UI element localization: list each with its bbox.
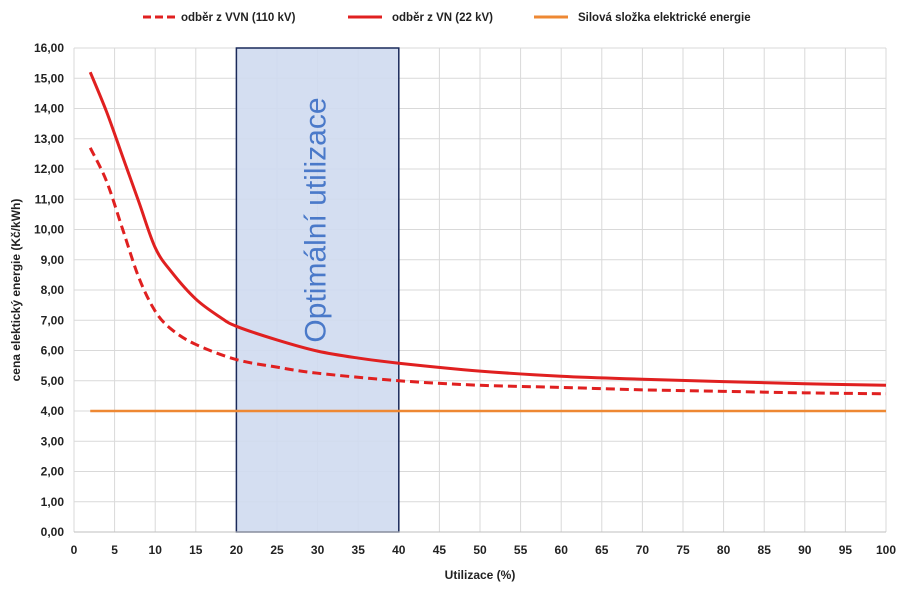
y-axis-title: cena elektický energie (Kč/kWh) xyxy=(9,199,23,382)
x-tick-label: 60 xyxy=(555,543,569,557)
series-line-0 xyxy=(88,147,887,396)
x-tick-label: 55 xyxy=(514,543,528,557)
series-line-1 xyxy=(88,71,887,387)
x-tick-label: 40 xyxy=(392,543,406,557)
y-tick-label: 10,00 xyxy=(34,223,64,237)
x-tick-label: 35 xyxy=(352,543,366,557)
legend-label: odběr z VN (22 kV) xyxy=(392,12,493,24)
y-tick-label: 9,00 xyxy=(41,253,65,267)
x-tick-label: 30 xyxy=(311,543,325,557)
legend-label: Silová složka elektrické energie xyxy=(578,12,751,24)
grid xyxy=(73,47,887,533)
x-tick-label: 45 xyxy=(433,543,447,557)
y-tick-label: 0,00 xyxy=(41,525,65,539)
x-tick-label: 5 xyxy=(111,543,118,557)
y-tick-label: 12,00 xyxy=(34,162,64,176)
y-tick-label: 15,00 xyxy=(34,71,64,85)
x-tick-label: 50 xyxy=(473,543,487,557)
x-tick-label: 100 xyxy=(876,543,896,557)
highlight-region-label: Optimální utilizace xyxy=(300,97,333,342)
x-tick-label: 80 xyxy=(717,543,731,557)
x-axis-title: Utilizace (%) xyxy=(445,568,516,582)
x-tick-label: 10 xyxy=(149,543,163,557)
x-tick-label: 85 xyxy=(758,543,772,557)
y-tick-label: 3,00 xyxy=(41,434,65,448)
series-group xyxy=(88,71,887,413)
x-tick-label: 70 xyxy=(636,543,650,557)
y-tick-label: 5,00 xyxy=(41,374,65,388)
legend-label: odběr z VVN (110 kV) xyxy=(181,12,296,24)
highlight-region-group: Optimální utilizace xyxy=(235,47,400,533)
y-tick-label: 4,00 xyxy=(41,404,65,418)
y-tick-label: 13,00 xyxy=(34,132,64,146)
y-tick-label: 16,00 xyxy=(34,41,64,55)
y-tick-label: 2,00 xyxy=(41,465,65,479)
x-tick-label: 95 xyxy=(839,543,853,557)
y-tick-label: 6,00 xyxy=(41,344,65,358)
legend: odběr z VVN (110 kV) odběr z VN (22 kV) Si… xyxy=(143,12,751,24)
y-tick-label: 7,00 xyxy=(41,313,65,327)
y-tick-label: 1,00 xyxy=(41,495,65,509)
x-tick-label: 15 xyxy=(189,543,203,557)
x-tick-label: 65 xyxy=(595,543,609,557)
x-tick-label: 25 xyxy=(270,543,284,557)
axes-group: 0,00 1,00 2,00 3,00 4,00 5,00 6,00 7,00 8,00 9,00… xyxy=(34,41,896,557)
x-tick-label: 75 xyxy=(676,543,690,557)
x-tick-label: 0 xyxy=(71,543,78,557)
x-tick-label: 20 xyxy=(230,543,244,557)
y-tick-label: 11,00 xyxy=(35,192,65,206)
highlight-region xyxy=(235,47,400,533)
y-tick-label: 14,00 xyxy=(34,102,64,116)
x-tick-label: 90 xyxy=(798,543,812,557)
y-tick-label: 8,00 xyxy=(41,283,65,297)
